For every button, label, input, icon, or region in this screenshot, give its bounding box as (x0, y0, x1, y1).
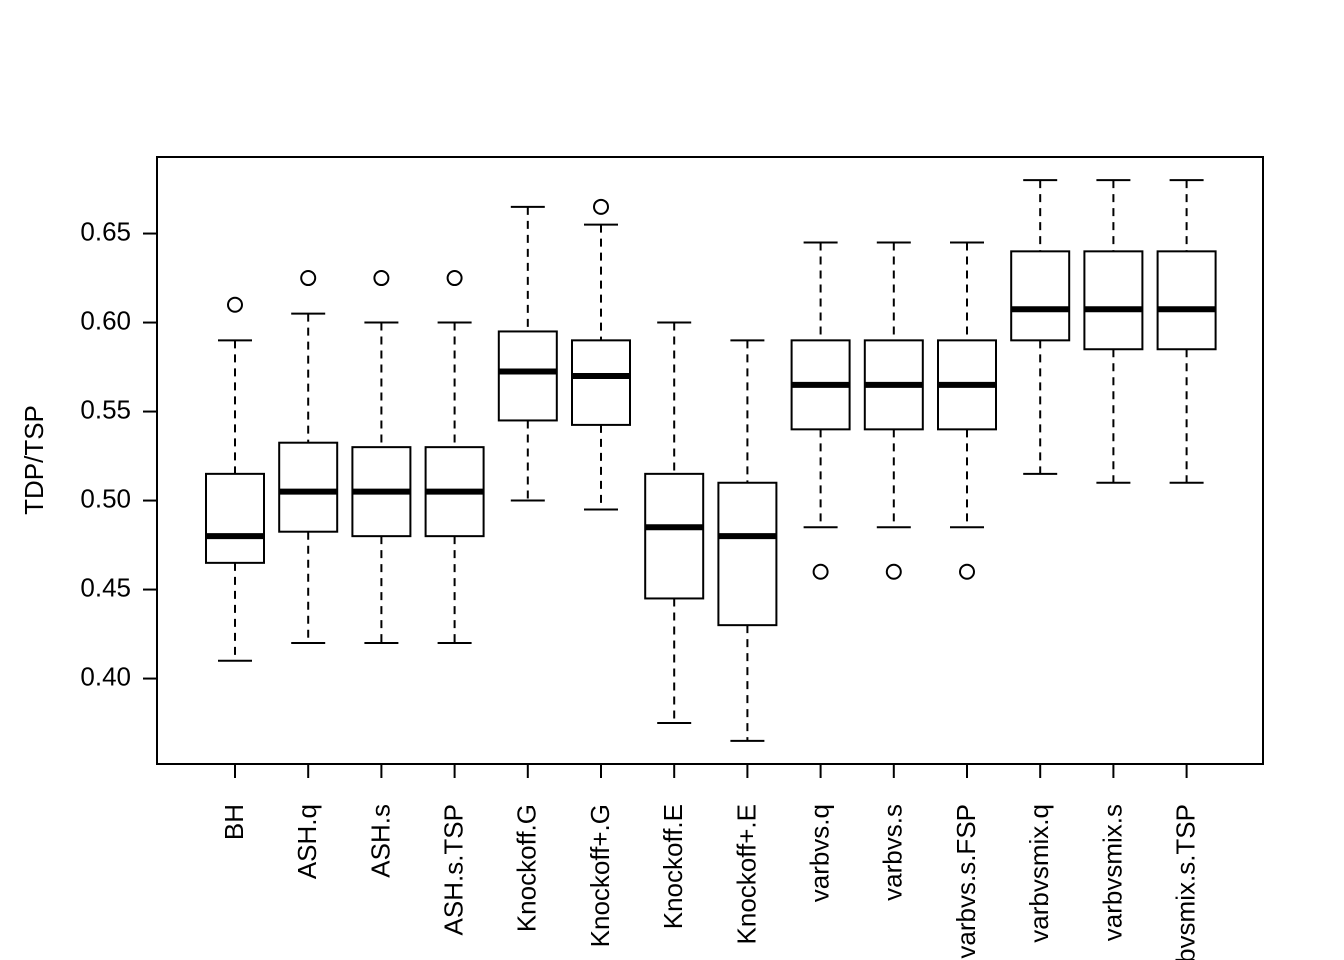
x-tick-label: Knockoff.G (512, 804, 542, 932)
outlier (885, 563, 902, 580)
box (644, 472, 705, 600)
x-tick-label: varbvs.s.FSP (951, 804, 981, 959)
box (497, 330, 558, 422)
x-tick-label: varbvs.s (878, 804, 908, 901)
y-axis-label: TDP/TSP (19, 405, 49, 515)
x-tick-label: BH (219, 804, 249, 840)
box (1010, 250, 1071, 342)
y-tick-label: 0.65 (80, 216, 131, 246)
x-tick-label: ASH.s.TSP (438, 804, 468, 935)
y-tick-label: 0.45 (80, 572, 131, 602)
outlier (227, 296, 243, 313)
y-tick-label: 0.60 (80, 305, 131, 335)
x-tick-label: Knockoff.E (658, 804, 688, 929)
outlier (300, 270, 317, 287)
y-tick-label: 0.40 (80, 661, 131, 691)
outlier (373, 270, 390, 287)
x-tick-label: varbvs.q (804, 804, 834, 902)
plot-frame (156, 156, 1264, 765)
y-tick-label: 0.50 (80, 483, 131, 513)
box (1156, 250, 1217, 351)
x-tick-label: Knockoff+.E (731, 804, 761, 944)
x-tick-label: Knockoff+.G (585, 804, 615, 947)
outlier (812, 563, 829, 580)
box (571, 339, 631, 426)
x-tick-label: varbvsmix.s.TSP (1170, 804, 1200, 960)
x-tick-label: varbvsmix.q (1024, 804, 1054, 943)
box (278, 441, 339, 533)
x-tick-label: ASH.q (292, 804, 322, 879)
box (717, 481, 778, 627)
x-tick-label: ASH.s (365, 804, 395, 878)
box (1083, 250, 1144, 351)
x-tick-label: varbvsmix.s (1097, 804, 1127, 941)
y-tick-label: 0.55 (80, 394, 131, 424)
outlier (446, 270, 463, 287)
box (205, 472, 265, 564)
outlier (593, 198, 609, 215)
outlier (959, 563, 975, 580)
